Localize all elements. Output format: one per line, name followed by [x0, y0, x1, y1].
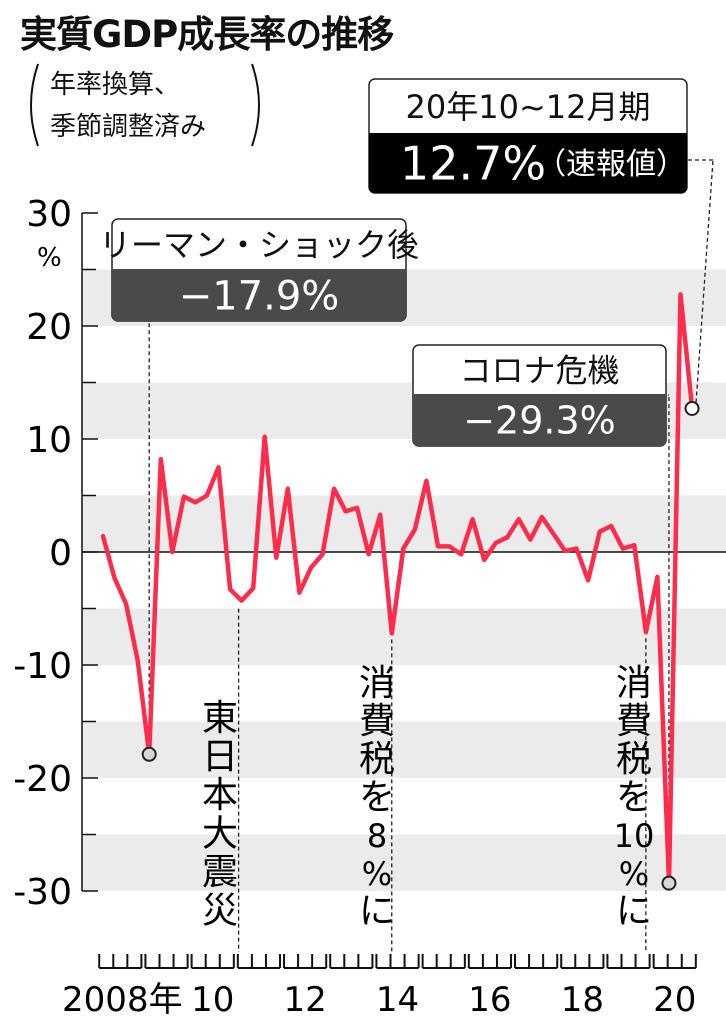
x-year-tick-group: [190, 954, 235, 969]
covid-callout-label: コロナ危機: [459, 352, 619, 390]
x-year-tick-group: [560, 954, 605, 969]
chart-title: 実質GDP成長率の推移: [20, 13, 394, 56]
tax10-annotation-char: 税: [616, 739, 652, 780]
series-line: [100, 292, 695, 886]
y-tick-label: -30: [13, 872, 72, 913]
tax10-annotation-char: 10: [614, 817, 655, 855]
x-year-tick-group: [652, 954, 697, 969]
x-tick-label: 2008年: [62, 980, 183, 1020]
tax8-annotation-char: 8: [367, 817, 387, 855]
quake-annotation-char: 震: [202, 852, 238, 893]
lehman-callout-value: −17.9%: [179, 273, 340, 319]
y-tick-label: 10: [26, 420, 72, 461]
y-tick-label: -20: [13, 759, 72, 800]
latest-callout-label: 20年10~12月期: [406, 88, 651, 126]
tax8-annotation-char: %: [362, 855, 392, 893]
x-tick-label: 16: [468, 980, 511, 1020]
lehman-callout-label: リーマン・ショック後: [99, 226, 419, 264]
grid-band: [82, 721, 726, 778]
tax10-annotation-char: 費: [616, 701, 652, 742]
tax10-annotation-char: 消: [616, 663, 652, 704]
y-unit-label: %: [37, 243, 62, 273]
x-year-tick-group: [98, 954, 143, 969]
lehman-callout-value-bg: [112, 269, 406, 321]
tax10-annotation-char: %: [619, 855, 649, 893]
quake-annotation-char: 日: [202, 737, 238, 778]
y-tick-label: 20: [26, 307, 72, 348]
subtitle-line-1: 年率換算、: [50, 70, 181, 100]
lehman-callout: リーマン・ショック後 −17.9%: [99, 218, 419, 322]
tax8-annotation-char: 費: [359, 701, 395, 742]
tax8-annotation-char: を: [359, 777, 395, 818]
tax8-annotation-char: に: [359, 891, 395, 932]
x-year-tick-group: [606, 954, 651, 969]
x-tick-label: 12: [283, 980, 326, 1020]
x-year-tick-group: [421, 954, 466, 969]
y-tick-label: 30: [26, 194, 72, 235]
tax8-annotation-char: 消: [359, 663, 395, 704]
x-year-tick-group: [329, 954, 374, 969]
subtitle-line-2: 季節調整済み: [50, 112, 207, 142]
quake-annotation-char: 本: [202, 775, 238, 816]
x-tick-label: 14: [376, 980, 419, 1020]
x-tick-label: 18: [561, 980, 604, 1020]
quake-annotation-char: 東: [202, 698, 238, 739]
subtitle: 年率換算、 季節調整済み: [22, 62, 272, 152]
x-year-tick-group: [236, 954, 282, 969]
tax10-annotation-char: に: [616, 891, 652, 932]
quake-annotation-char: 大: [202, 814, 238, 855]
latest-callout-value-bg: [369, 133, 687, 193]
grid-band: [82, 834, 726, 891]
latest-callout-value: 12.7%: [400, 137, 546, 191]
latest-callout: 20年10~12月期 12.7%（速報値）: [368, 78, 688, 194]
right-paren-icon: [251, 63, 260, 147]
x-year-tick-group: [467, 954, 513, 969]
y-tick-label: -10: [13, 646, 72, 687]
covid-callout-value: −29.3%: [463, 399, 616, 443]
grid-band: [82, 608, 726, 665]
latest-marker: [684, 400, 700, 416]
x-tick-label: 10: [191, 980, 234, 1020]
x-year-tick-group: [144, 954, 189, 969]
covid-marker: [661, 875, 677, 891]
latest-callout-note: （速報値）: [536, 147, 686, 182]
covid-callout: コロナ危機 −29.3%: [412, 344, 667, 447]
x-year-tick-group: [514, 954, 559, 969]
quake-annotation-char: 災: [202, 891, 238, 932]
left-paren-icon: [30, 63, 39, 147]
y-tick-label: 0: [49, 533, 72, 574]
tax8-annotation-char: 税: [359, 739, 395, 780]
x-year-tick-group: [375, 954, 420, 969]
covid-callout-value-bg: [413, 394, 666, 446]
latest-leader-line: [695, 159, 714, 403]
lehman-marker: [141, 746, 157, 762]
tax10-annotation-char: を: [616, 777, 652, 818]
x-tick-label: 20: [653, 980, 696, 1020]
x-year-tick-group: [283, 954, 328, 969]
